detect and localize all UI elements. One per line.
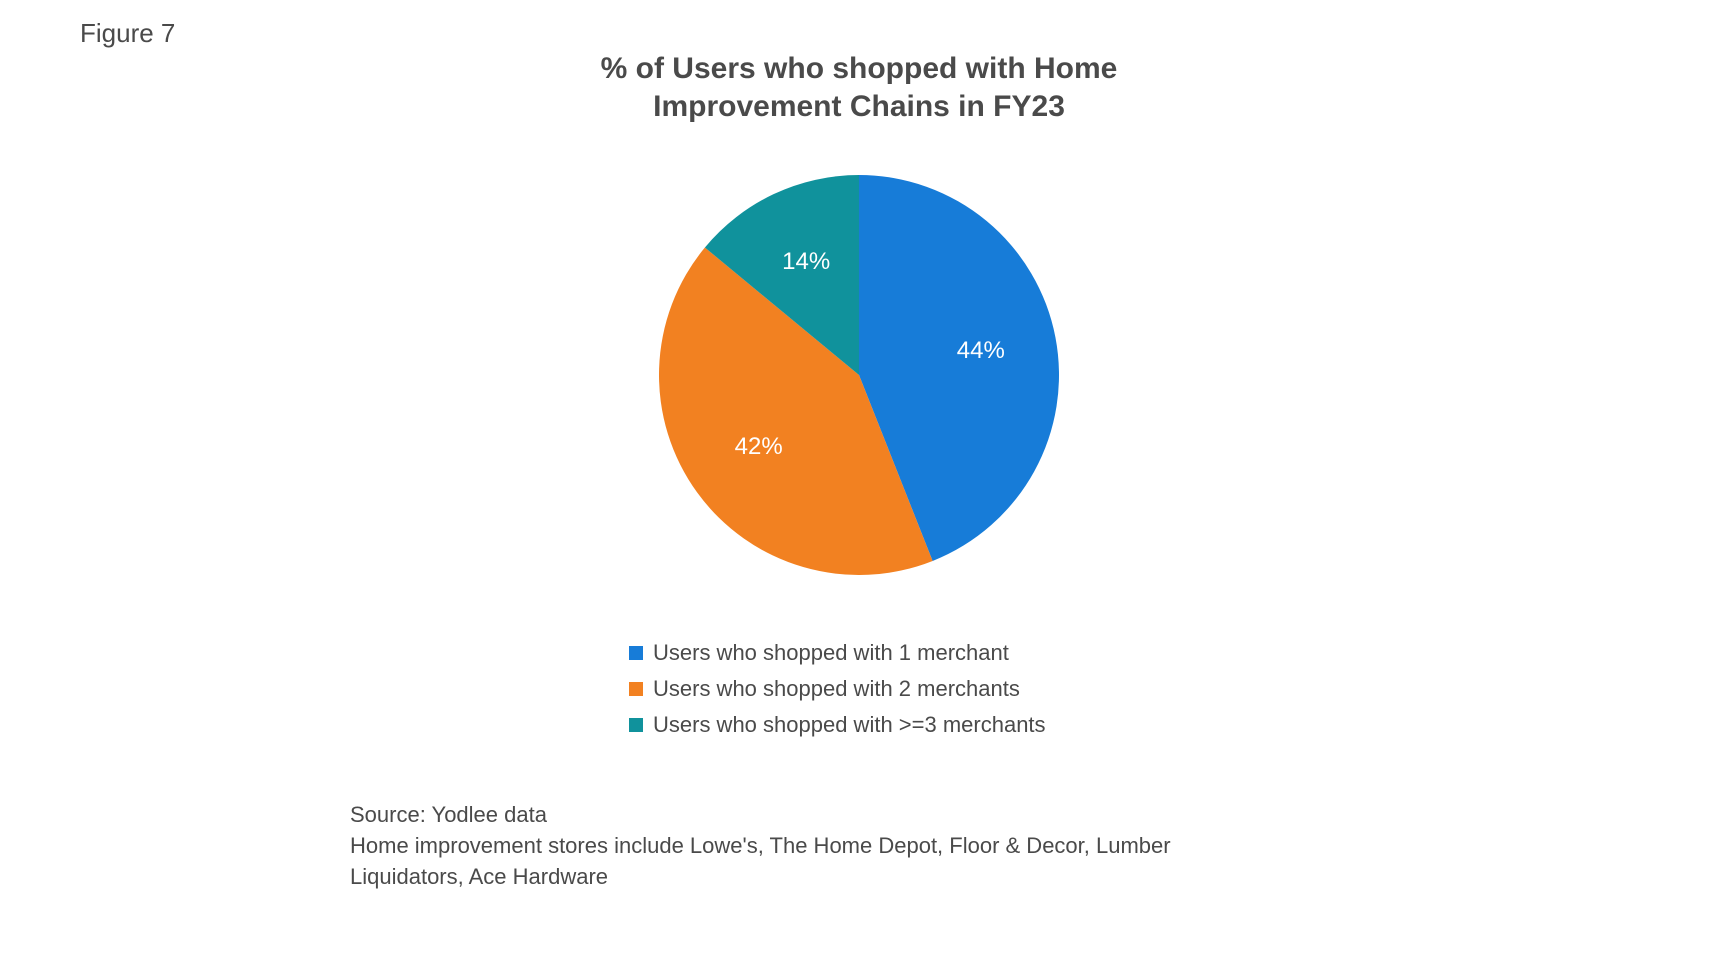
- pie-chart: 44% 42% 14%: [659, 175, 1059, 575]
- pie-slice-label: 14%: [782, 248, 830, 275]
- legend-swatch: [629, 646, 643, 660]
- chart-title-line1: % of Users who shopped with Home: [601, 52, 1118, 85]
- pie-slice-label: 44%: [957, 337, 1005, 364]
- footnote-detail: Home improvement stores include Lowe's, …: [350, 831, 1210, 893]
- legend-label: Users who shopped with 1 merchant: [653, 640, 1009, 666]
- legend: Users who shopped with 1 merchant Users w…: [0, 640, 1718, 738]
- legend-swatch: [629, 718, 643, 732]
- figure-container: Figure 7 % of Users who shopped with Hom…: [0, 0, 1718, 964]
- footnote-source: Source: Yodlee data: [350, 800, 1210, 831]
- legend-item: Users who shopped with 2 merchants: [629, 676, 1089, 702]
- figure-label: Figure 7: [80, 18, 175, 49]
- legend-item: Users who shopped with >=3 merchants: [629, 712, 1089, 738]
- pie-chart-wrap: 44% 42% 14%: [0, 175, 1718, 575]
- pie-slice-label: 42%: [735, 433, 783, 460]
- chart-title-line2: Improvement Chains in FY23: [653, 90, 1065, 123]
- chart-title: % of Users who shopped with Home Improve…: [0, 50, 1718, 125]
- legend-label: Users who shopped with >=3 merchants: [653, 712, 1046, 738]
- legend-swatch: [629, 682, 643, 696]
- legend-item: Users who shopped with 1 merchant: [629, 640, 1089, 666]
- footnotes: Source: Yodlee data Home improvement sto…: [350, 800, 1210, 892]
- legend-label: Users who shopped with 2 merchants: [653, 676, 1020, 702]
